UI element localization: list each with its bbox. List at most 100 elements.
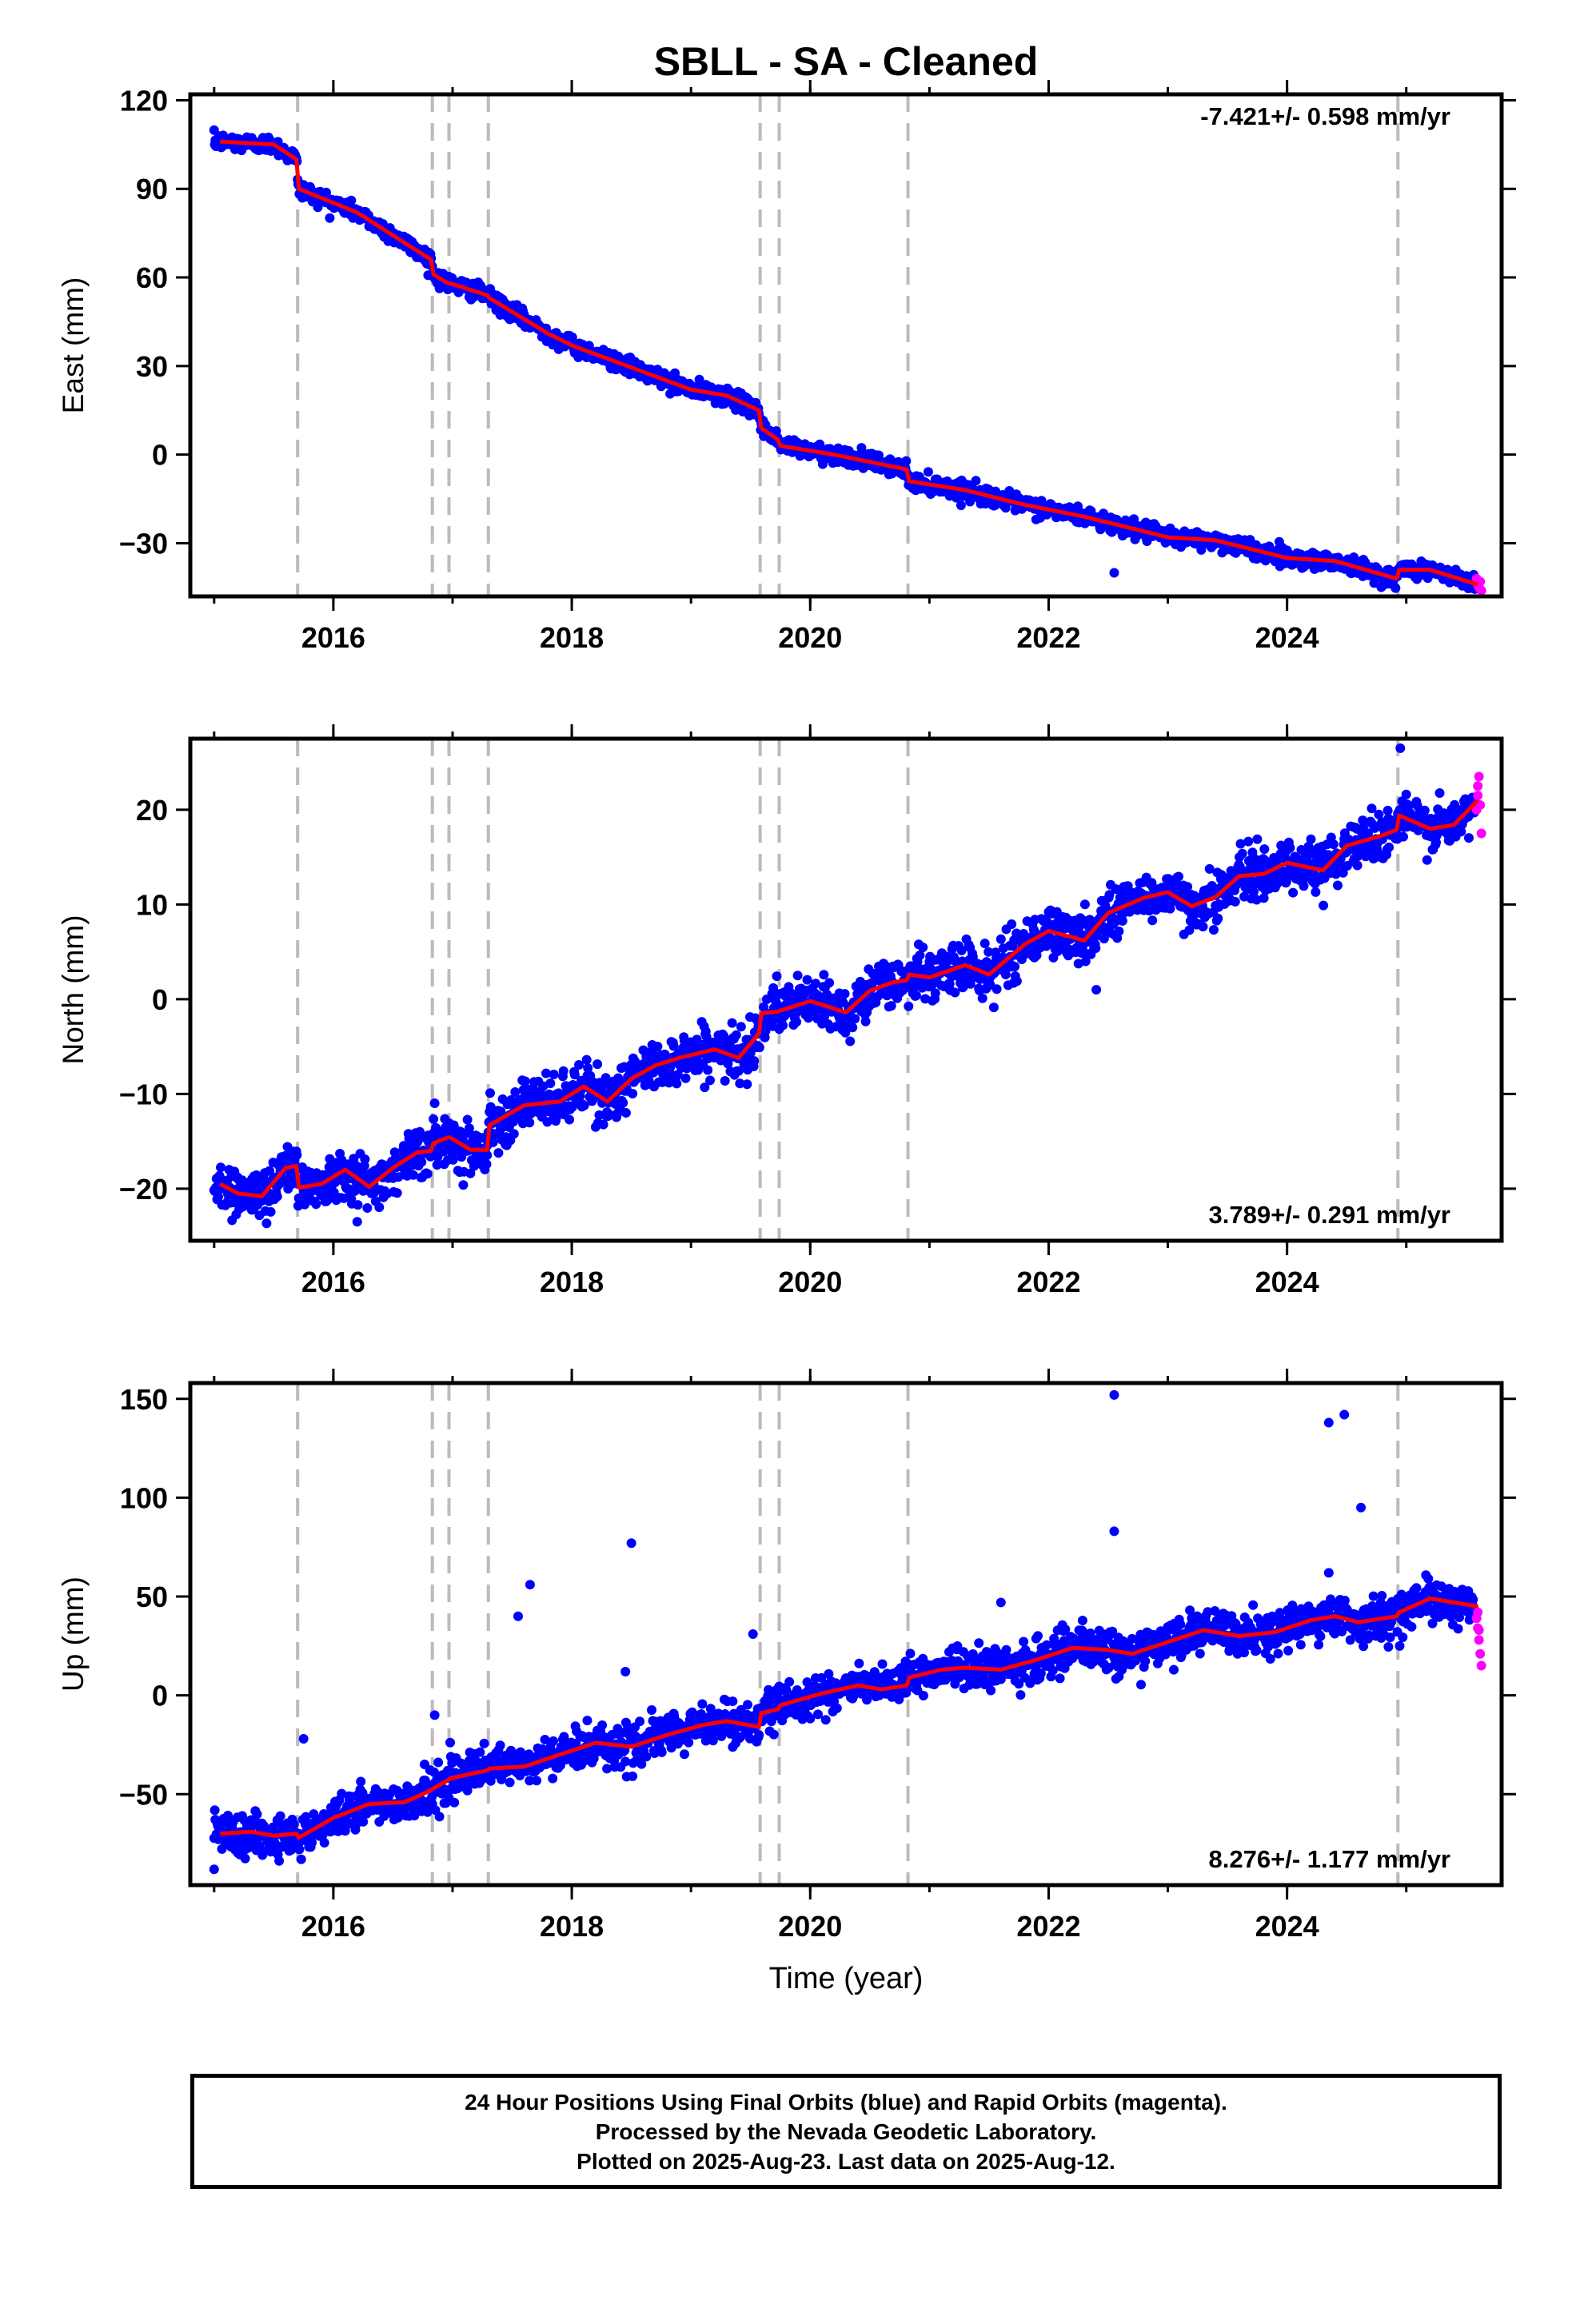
final-orbit-point — [1420, 806, 1430, 815]
plot-area-north — [209, 743, 1486, 1228]
final-orbit-point — [1329, 839, 1339, 849]
final-orbit-point — [850, 1014, 860, 1023]
final-orbit-point — [374, 1202, 384, 1212]
y-tick-label-east-2: 30 — [136, 350, 168, 383]
final-orbit-point — [532, 1776, 541, 1785]
final-orbit-point — [1464, 833, 1474, 843]
final-orbit-point — [509, 1129, 519, 1138]
outlier-point-north-3 — [1091, 985, 1101, 995]
final-orbit-point — [672, 1078, 681, 1088]
y-axis-label-north: North (mm) — [57, 915, 90, 1064]
final-orbit-point — [1243, 837, 1253, 847]
final-orbit-point — [918, 943, 928, 952]
final-orbit-point — [931, 988, 940, 998]
final-orbit-point — [548, 1774, 557, 1784]
x-tick-label-east-0: 2016 — [301, 621, 365, 654]
final-orbit-point — [1213, 914, 1223, 923]
final-orbit-point — [549, 1736, 558, 1746]
y-tick-label-east-1: 0 — [152, 439, 168, 472]
final-orbit-point — [989, 1003, 999, 1012]
final-orbit-point — [485, 1088, 495, 1098]
final-orbit-point — [482, 1150, 492, 1160]
final-orbit-point — [525, 1118, 534, 1127]
x-tick-label-north-2: 2020 — [778, 1266, 842, 1298]
final-orbit-point — [362, 1203, 372, 1213]
final-orbit-point — [1007, 919, 1016, 929]
final-orbit-point — [360, 1154, 369, 1164]
final-orbit-point — [449, 1155, 458, 1165]
final-orbit-point — [887, 1001, 896, 1011]
final-orbit-point — [289, 1820, 299, 1829]
final-orbit-point — [1390, 584, 1400, 593]
final-orbit-point — [274, 1856, 284, 1866]
rapid-orbit-point-north-2 — [1474, 771, 1484, 781]
outlier-point-north-2 — [591, 1122, 600, 1132]
final-orbit-point — [912, 991, 921, 1000]
final-orbit-point — [793, 971, 803, 980]
final-orbit-point — [1231, 897, 1240, 907]
final-orbit-point — [1010, 962, 1019, 971]
final-orbit-point — [505, 1778, 515, 1788]
final-orbit-point — [346, 196, 356, 205]
final-orbit-point — [449, 1798, 459, 1808]
final-orbit-point — [1012, 976, 1022, 986]
rapid-orbit-point-east-4 — [1477, 586, 1486, 596]
final-orbit-point — [465, 1123, 474, 1133]
final-orbit-point — [1333, 881, 1343, 891]
rate-annotation-east: -7.421+/- 0.598 mm/yr — [1200, 102, 1450, 130]
final-orbit-point — [978, 994, 988, 1003]
final-orbit-point — [1288, 888, 1298, 898]
final-orbit-point — [393, 1188, 402, 1198]
final-orbit-point — [980, 939, 990, 948]
final-orbit-point — [621, 1108, 631, 1118]
final-orbit-point — [325, 213, 334, 223]
final-orbit-point — [1398, 832, 1408, 842]
final-orbit-point — [294, 1844, 304, 1854]
final-orbit-point — [972, 476, 981, 485]
x-tick-label-east-3: 2022 — [1016, 621, 1080, 654]
final-orbit-point — [480, 1739, 489, 1748]
x-tick-label-east-4: 2024 — [1255, 621, 1319, 654]
final-orbit-point — [433, 1758, 443, 1768]
chart-title: SBLL - SA - Cleaned — [654, 39, 1039, 84]
final-orbit-point — [1402, 790, 1411, 799]
x-tick-label-north-0: 2016 — [301, 1266, 365, 1298]
final-orbit-point — [803, 975, 812, 985]
final-orbit-point — [1174, 872, 1183, 882]
y-tick-label-north-0: −20 — [119, 1173, 168, 1206]
final-orbit-point — [681, 1074, 691, 1083]
final-orbit-point — [956, 500, 966, 510]
final-orbit-point — [445, 1738, 455, 1748]
final-orbit-point — [861, 1017, 871, 1026]
final-orbit-point — [1199, 922, 1208, 931]
final-orbit-point — [582, 1055, 592, 1065]
final-orbit-point — [210, 1805, 220, 1815]
final-orbit-point — [559, 1066, 569, 1076]
final-orbit-points-east — [209, 126, 1480, 594]
x-tick-label-north-4: 2024 — [1255, 1266, 1319, 1298]
final-orbit-point — [652, 1042, 662, 1051]
final-orbit-point — [311, 1199, 321, 1209]
final-orbit-point — [1209, 925, 1219, 935]
final-orbit-point — [628, 1089, 637, 1098]
final-orbit-point — [736, 1022, 746, 1031]
rate-annotation-north: 3.789+/- 0.291 mm/yr — [1209, 1201, 1450, 1229]
final-orbit-point — [475, 1748, 485, 1757]
final-orbit-point — [1238, 849, 1247, 859]
final-orbit-point — [1252, 835, 1262, 844]
outlier-point-north-0 — [1395, 743, 1405, 753]
y-tick-label-east-5: 120 — [120, 84, 168, 117]
rapid-orbit-point-north-1 — [1473, 791, 1482, 800]
y-tick-label-east-3: 60 — [136, 261, 168, 294]
final-orbit-point — [216, 1162, 225, 1172]
final-orbit-point — [1319, 901, 1328, 911]
final-orbit-point — [493, 1148, 503, 1158]
final-orbit-point — [1147, 915, 1157, 925]
final-orbit-point — [1384, 843, 1394, 852]
outlier-point-east-0 — [1109, 568, 1119, 577]
final-orbit-point — [901, 456, 911, 466]
